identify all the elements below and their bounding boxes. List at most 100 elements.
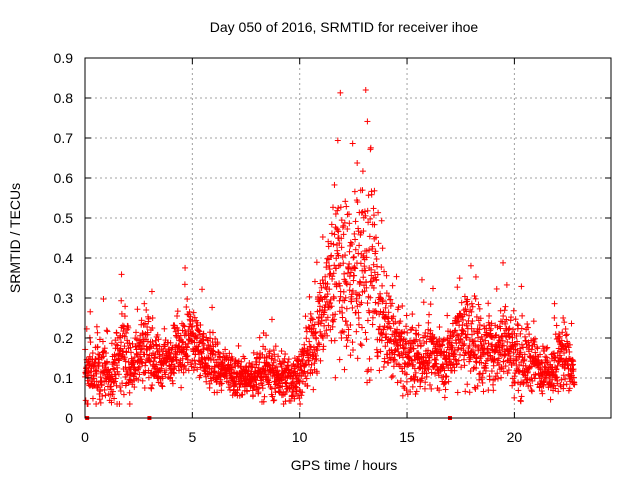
- scatter-point: [197, 372, 204, 379]
- scatter-point: [184, 296, 191, 303]
- scatter-point: [383, 272, 390, 279]
- scatter-point: [282, 351, 289, 358]
- scatter-point: [124, 337, 131, 344]
- scatter-point: [388, 350, 395, 357]
- scatter-point: [323, 259, 330, 266]
- scatter-point: [143, 351, 150, 358]
- scatter-point: [89, 350, 96, 357]
- scatter-point: [215, 349, 222, 356]
- scatter-point: [152, 337, 159, 344]
- scatter-point: [347, 322, 354, 329]
- scatter-point: [375, 300, 382, 307]
- scatter-point: [338, 304, 345, 311]
- scatter-point: [352, 246, 359, 253]
- scatter-point: [317, 357, 324, 364]
- scatter-point: [229, 355, 236, 362]
- scatter-point: [331, 181, 338, 188]
- scatter-point: [327, 296, 334, 303]
- scatter-point: [159, 351, 166, 358]
- scatter-point: [341, 270, 348, 277]
- scatter-point: [362, 329, 369, 336]
- scatter-point: [104, 328, 111, 335]
- scatter-point: [393, 273, 400, 280]
- scatter-point: [138, 317, 145, 324]
- scatter-point: [340, 260, 347, 267]
- scatter-point: [366, 377, 373, 384]
- scatter-point: [194, 366, 201, 373]
- scatter-point: [232, 381, 239, 388]
- scatter-point: [354, 199, 361, 206]
- y-tick-label: 0.4: [54, 250, 74, 266]
- scatter-point: [303, 324, 310, 331]
- scatter-point: [344, 337, 351, 344]
- scatter-point: [335, 228, 342, 235]
- scatter-point: [326, 271, 333, 278]
- scatter-point: [374, 353, 381, 360]
- scatter-point: [344, 226, 351, 233]
- scatter-point: [193, 322, 200, 329]
- scatter-point: [379, 297, 386, 304]
- scatter-point: [291, 395, 298, 402]
- scatter-point: [214, 389, 221, 396]
- scatter-point: [95, 351, 102, 358]
- data-points: [82, 87, 578, 420]
- scatter-point: [183, 343, 190, 350]
- scatter-point: [142, 320, 149, 327]
- scatter-point: [171, 370, 178, 377]
- scatter-point: [325, 322, 332, 329]
- scatter-point: [360, 274, 367, 281]
- scatter-point: [357, 279, 364, 286]
- scatter-point: [122, 358, 129, 365]
- scatter-point: [175, 367, 182, 374]
- scatter-point: [368, 191, 375, 198]
- scatter-point: [303, 375, 310, 382]
- scatter-point: [194, 319, 201, 326]
- scatter-point: [345, 211, 352, 218]
- scatter-point: [168, 361, 175, 368]
- scatter-point: [109, 388, 116, 395]
- scatter-point: [113, 330, 120, 337]
- scatter-point: [385, 360, 392, 367]
- scatter-point: [84, 377, 91, 384]
- scatter-point: [275, 353, 282, 360]
- scatter-point: [149, 325, 156, 332]
- scatter-point: [365, 192, 372, 199]
- x-tick-label: 10: [292, 429, 308, 445]
- scatter-point: [334, 137, 341, 144]
- scatter-point: [319, 277, 326, 284]
- scatter-point: [170, 369, 177, 376]
- scatter-point: [371, 187, 378, 194]
- scatter-point: [171, 324, 178, 331]
- scatter-point: [316, 341, 323, 348]
- y-tick-label: 0.8: [54, 90, 74, 106]
- scatter-point: [382, 304, 389, 311]
- scatter-point: [139, 377, 146, 384]
- scatter-point: [358, 342, 365, 349]
- scatter-point: [115, 371, 122, 378]
- scatter-point: [378, 264, 385, 271]
- scatter-point: [351, 230, 358, 237]
- scatter-point: [390, 356, 397, 363]
- scatter-point: [338, 244, 345, 251]
- scatter-point: [364, 317, 371, 324]
- scatter-point: [159, 375, 166, 382]
- scatter-point: [153, 361, 160, 368]
- scatter-point: [330, 295, 337, 302]
- scatter-point: [241, 355, 248, 362]
- scatter-point: [343, 305, 350, 312]
- scatter-point: [182, 264, 189, 271]
- scatter-point: [376, 367, 383, 374]
- scatter-point: [364, 118, 371, 125]
- scatter-point: [348, 291, 355, 298]
- scatter-point: [316, 289, 323, 296]
- scatter-point: [298, 392, 305, 399]
- scatter-point: [238, 358, 245, 365]
- scatter-point: [313, 335, 320, 342]
- scatter-point: [394, 379, 401, 386]
- scatter-point: [364, 300, 371, 307]
- scatter-point: [314, 370, 321, 377]
- scatter-point: [207, 335, 214, 342]
- scatter-point: [330, 270, 337, 277]
- scatter-point: [269, 393, 276, 400]
- scatter-point: [357, 260, 364, 267]
